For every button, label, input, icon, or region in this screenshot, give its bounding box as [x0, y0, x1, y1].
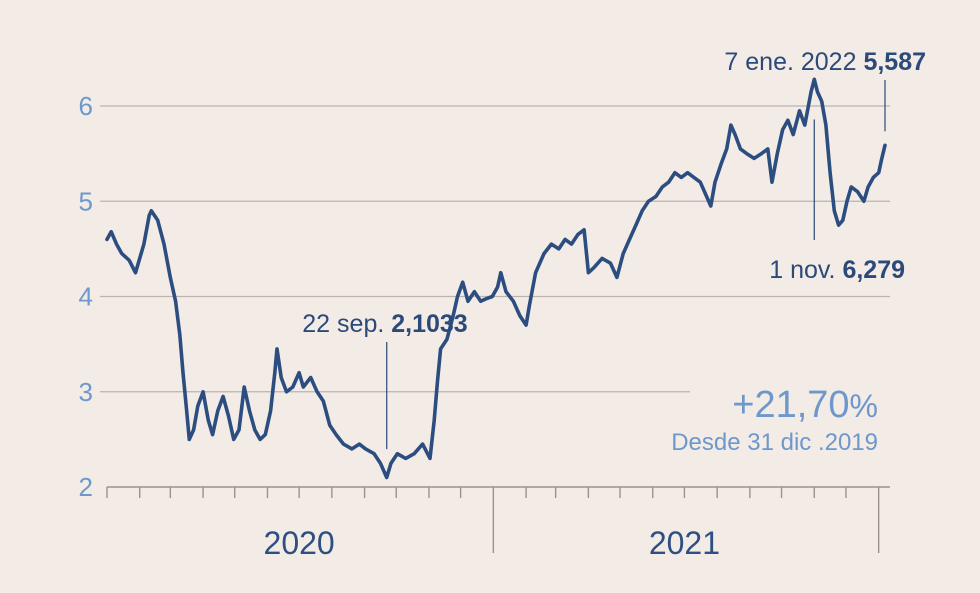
y-axis-tick-labels: 2 3 4 5 6: [79, 91, 93, 502]
x-axis: [106, 486, 890, 553]
max-annotation-date: 1 nov.: [769, 256, 835, 284]
change-stat-value: +21,70: [732, 384, 849, 426]
y-tick-label: 3: [79, 377, 93, 407]
x-year-label: 2020: [264, 525, 335, 561]
y-tick-label: 6: [79, 91, 93, 121]
change-stat-unit: %: [850, 388, 878, 424]
min-annotation-value: 2,1033: [391, 310, 467, 338]
y-tick-label: 5: [79, 186, 93, 216]
y-tick-label: 4: [79, 282, 93, 312]
annotation-leader-lines: [386, 80, 886, 450]
last-annotation: 7 ene. 2022 5,587: [724, 48, 926, 76]
y-tick-label: 2: [79, 472, 93, 502]
max-annotation-value: 6,279: [842, 256, 905, 284]
x-year-label: 2021: [649, 525, 720, 561]
last-annotation-date: 7 ene. 2022: [724, 48, 856, 76]
x-axis-year-labels: 2020 2021: [264, 525, 720, 561]
change-stat: +21,70%: [732, 384, 878, 426]
min-annotation-date: 22 sep.: [302, 310, 384, 338]
change-stat-note: Desde 31 dic .2019: [671, 429, 878, 456]
last-annotation-value: 5,587: [863, 48, 926, 76]
min-annotation: 22 sep. 2,1033: [302, 310, 467, 338]
price-series-line: [105, 77, 887, 480]
max-annotation: 1 nov. 6,279: [769, 256, 905, 284]
gridlines: [100, 105, 890, 393]
